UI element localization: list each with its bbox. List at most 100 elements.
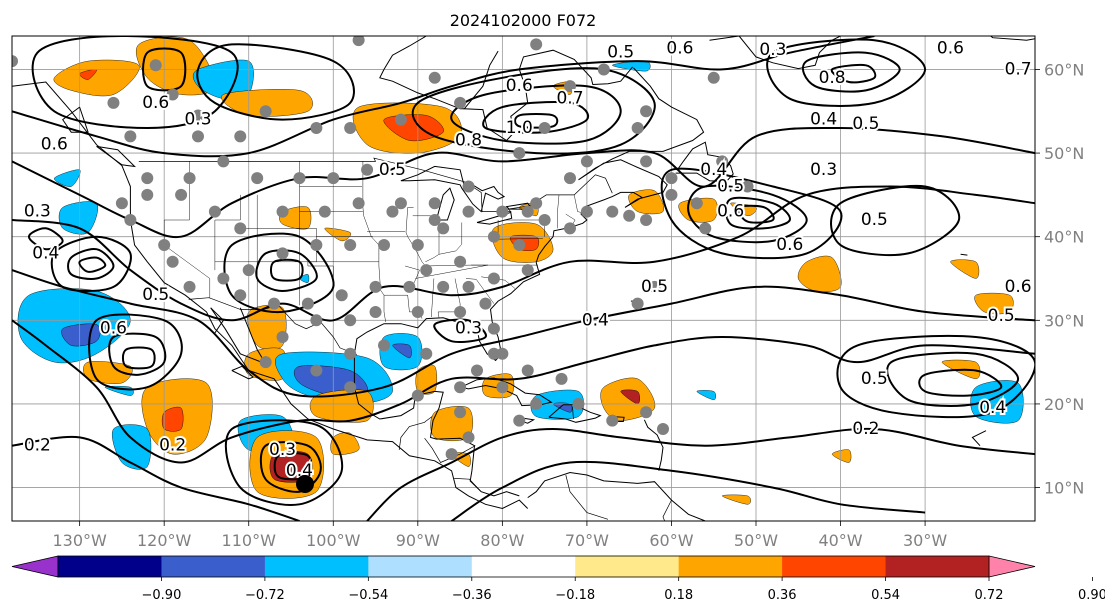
station-marker	[648, 280, 661, 293]
coastline	[383, 36, 427, 70]
station-marker	[521, 364, 534, 377]
contour-label: 0.3	[269, 440, 296, 460]
latitude-axis: 10°N 20°N 30°N 40°N 50°N 60°N	[1035, 60, 1084, 498]
station-marker	[344, 239, 357, 252]
station-marker	[394, 197, 407, 210]
station-marker	[352, 197, 365, 210]
anomaly-region	[392, 343, 412, 359]
contour-label: 0.4	[582, 310, 609, 330]
contour-line	[12, 319, 1035, 464]
contour-label: 0.7	[1005, 59, 1032, 79]
country-border	[572, 406, 574, 420]
lon-tick-label: 100°W	[306, 531, 361, 550]
station-marker	[437, 222, 450, 235]
contour-label: 0.8	[455, 131, 482, 151]
contour-label: 0.5	[607, 43, 634, 63]
lon-tick-label: 40°W	[818, 531, 862, 550]
lon-tick-label: 70°W	[565, 531, 609, 550]
anomaly-region	[620, 389, 640, 405]
station-marker	[513, 147, 526, 160]
station-marker	[530, 197, 543, 210]
contour-label: 0.5	[379, 160, 406, 180]
station-marker	[217, 272, 230, 285]
station-marker	[454, 96, 467, 109]
station-marker	[538, 121, 551, 134]
station-marker	[454, 381, 467, 394]
lat-tick-label: 20°N	[1044, 395, 1084, 414]
station-marker	[259, 356, 272, 369]
contour-line	[12, 36, 875, 158]
lat-tick-label: 10°N	[1044, 479, 1084, 498]
station-marker	[361, 163, 374, 176]
colorbar-bin	[782, 556, 886, 577]
station-marker	[394, 113, 407, 126]
station-marker	[564, 222, 576, 235]
station-marker	[310, 239, 323, 252]
station-marker	[217, 155, 230, 168]
colorbar-tick-label: 0.72	[975, 588, 1004, 603]
station-marker	[487, 230, 500, 243]
state-border	[465, 278, 495, 304]
station-marker	[141, 172, 154, 185]
contour-line	[67, 247, 115, 280]
contour-label: 1.0	[506, 118, 533, 138]
station-marker	[487, 347, 500, 360]
country-border	[565, 474, 609, 520]
station-marker	[310, 364, 323, 377]
station-marker	[487, 272, 500, 285]
anomaly-region	[797, 255, 842, 292]
coastline	[353, 67, 705, 362]
colorbar-bin	[471, 556, 576, 577]
station-marker	[166, 255, 179, 268]
contour-line	[724, 196, 791, 230]
contour-line	[886, 351, 1020, 407]
lon-tick-label: 50°W	[734, 531, 778, 550]
anomaly-region	[161, 406, 184, 432]
lon-tick-label: 130°W	[52, 531, 107, 550]
contour-line	[802, 51, 901, 93]
state-border	[557, 194, 560, 229]
colorbar-tick-label: 0.54	[871, 588, 900, 603]
station-marker	[437, 280, 450, 293]
station-marker	[107, 96, 120, 109]
station-marker	[521, 264, 534, 277]
colorbar-extend-high	[988, 555, 1036, 578]
station-marker	[124, 130, 137, 143]
station-marker	[741, 180, 754, 193]
station-marker	[411, 389, 424, 402]
contour-line	[196, 43, 355, 121]
station-marker	[268, 297, 281, 310]
station-marker	[208, 205, 221, 218]
contour-label: 0.6	[142, 93, 169, 113]
contour-line	[78, 256, 107, 273]
station-marker	[445, 448, 458, 461]
contour-label: 0.3	[455, 319, 482, 339]
colorbar-bin	[678, 556, 783, 577]
map-frame	[11, 35, 1036, 522]
station-marker	[192, 130, 204, 143]
colorbar-tick-label: −0.54	[348, 588, 388, 603]
coastlines	[12, 36, 1035, 521]
contour-label: 0.5	[861, 210, 888, 230]
contour-line	[514, 113, 559, 129]
station-marker	[378, 339, 390, 352]
station-marker	[513, 414, 526, 427]
country-border	[188, 297, 358, 355]
contour-labels: 0.60.30.60.30.40.50.60.2 0.2 0.30.40.60.71…	[22, 37, 1034, 483]
station-marker	[428, 213, 441, 226]
anomaly-region	[950, 259, 980, 279]
station-marker	[606, 414, 619, 427]
station-marker	[335, 289, 348, 302]
colorbar-tick-label: −0.36	[452, 588, 492, 603]
station-marker	[572, 397, 585, 410]
station-marker	[555, 372, 568, 385]
state-border	[425, 222, 440, 263]
coastline	[643, 419, 664, 471]
contour-line	[687, 184, 808, 244]
state-border	[214, 194, 241, 271]
station-markers	[12, 36, 754, 461]
coastline	[548, 404, 602, 423]
station-marker	[699, 222, 712, 235]
station-marker	[115, 197, 128, 210]
